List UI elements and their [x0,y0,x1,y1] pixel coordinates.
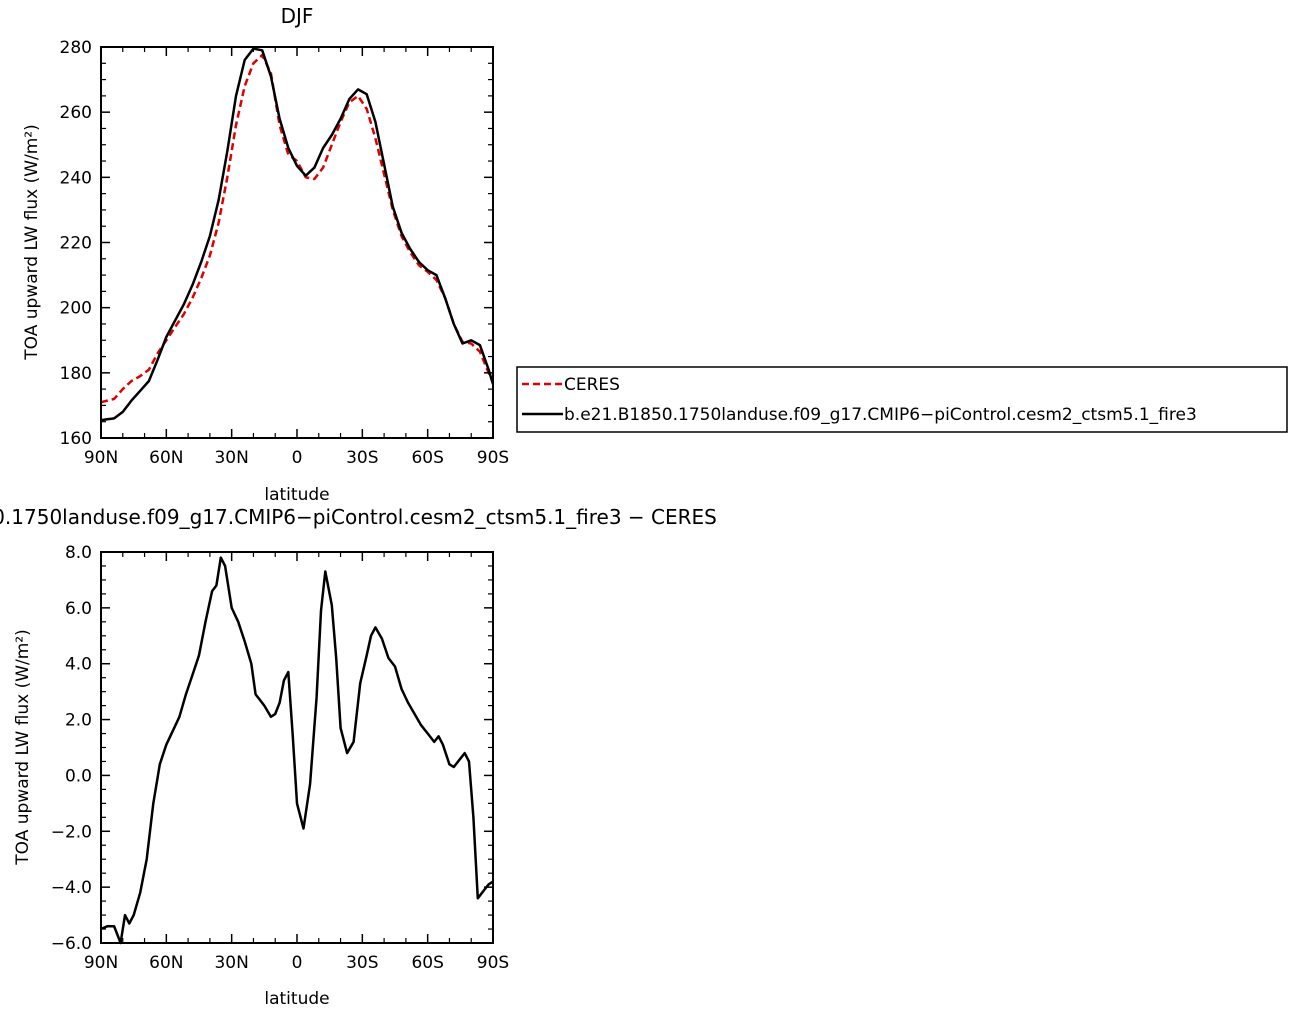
series-line-model [100,556,494,945]
plot-frame [100,551,494,944]
axes-group: 90N 60N 30N 0 30S 60S 90S −6.0 −4.0 −2.0 0.0 2.0 4.0… [51,543,510,973]
x-tick-label: 60N [149,953,183,973]
y-tick-label: 220 [60,234,92,254]
x-tick-label: 0 [292,448,303,468]
y-tick-label: 280 [60,38,92,58]
series-line-model [100,47,495,422]
y-tick-label: 6.0 [65,599,92,619]
x-tick-label: 60S [411,953,443,973]
y-tick-label: 200 [60,299,92,319]
x-tick-label: 30S [346,448,378,468]
x-tick-label: 0 [292,953,303,973]
y-tick-label: −4.0 [51,878,92,898]
y-tick-label: 8.0 [65,543,92,563]
x-tick-label: 30N [214,448,248,468]
series-group [100,556,494,945]
y-tick-label: 260 [60,103,92,123]
y-axis-label: TOA upward LW flux (W/m²) [13,629,33,866]
axes-group: 90N 60N 30N 0 30S 60S 90S 160 180 200 220 240 260 280 [60,38,510,468]
x-tick-label: 30N [214,953,248,973]
legend-label-model: b.e21.B1850.1750landuse.f09_g17.CMIP6−pi… [564,405,1197,425]
y-tick-label: −6.0 [51,934,92,954]
legend-box [516,366,1288,433]
chart-panel-bottom: b.e21.B1850.1750landuse.f09_g17.CMIP6−pi… [0,505,717,1009]
series-group [100,47,495,422]
x-axis-label: latitude [264,485,329,505]
y-tick-label: 2.0 [65,711,92,731]
y-tick-label: 4.0 [65,655,92,675]
x-tick-label: 90S [477,448,509,468]
y-tick-label: 180 [60,364,92,384]
x-tick-label: 60S [411,448,443,468]
y-tick-label: 160 [60,429,92,449]
y-tick-label: 0.0 [65,766,92,786]
x-axis-label: latitude [264,989,329,1009]
x-tick-label: 30S [346,953,378,973]
x-tick-label: 60N [149,448,183,468]
legend-label-ceres: CERES [564,375,620,395]
legend: CERES b.e21.B1850.1750landuse.f09_g17.CM… [516,366,1288,433]
x-tick-label: 90S [477,953,509,973]
x-tick-label: 90N [84,953,118,973]
chart-title: b.e21.B1850.1750landuse.f09_g17.CMIP6−pi… [0,505,717,529]
x-tick-label: 90N [84,448,118,468]
y-tick-label: 240 [60,168,92,188]
series-line-ceres [100,53,495,404]
plot-frame [100,46,494,439]
chart-title: DJF [281,4,314,28]
y-tick-label: −2.0 [51,822,92,842]
y-axis-label: TOA upward LW flux (W/m²) [22,124,42,361]
chart-panel-top: DJF 90N 60N 30N 0 30S 60S 90S 160 180 200 220 240 26… [22,4,1288,505]
